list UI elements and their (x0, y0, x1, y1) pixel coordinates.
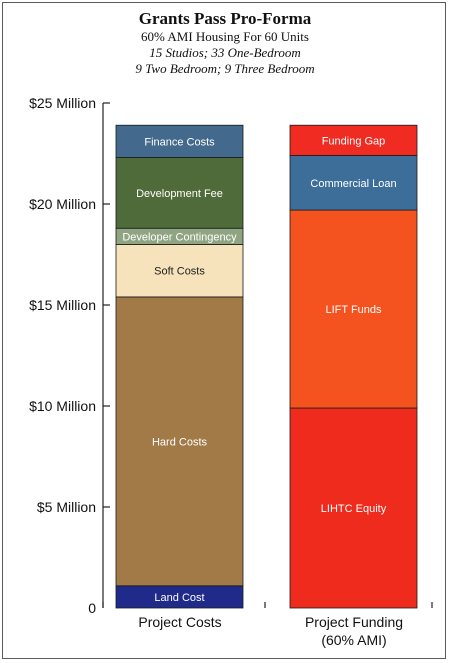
bar-segment-lihtc-equity (289, 407, 418, 609)
bar-segment-finance-costs (115, 124, 244, 158)
bar-segment-lift-funds (289, 209, 418, 409)
segment-label-funding-gap: Funding Gap (322, 135, 386, 147)
chart-subtitle-line-1: 15 Studios; 33 One-Bedroom (149, 45, 301, 60)
segment-label-development-fee: Development Fee (136, 188, 223, 200)
category-label: (60% AMI) (321, 632, 386, 648)
y-tick-label: $5 Million (37, 499, 96, 515)
category-label: Project Funding (305, 614, 403, 630)
segment-label-lift-funds: LIFT Funds (325, 304, 382, 316)
bar-segment-development-fee (115, 157, 244, 229)
y-tick-label: $20 Million (29, 196, 96, 212)
segment-label-soft-costs: Soft Costs (154, 266, 205, 278)
bar-segment-soft-costs (115, 243, 244, 298)
segment-label-lihtc-equity: LIHTC Equity (321, 503, 387, 515)
chart-subtitle-line-2: 9 Two Bedroom; 9 Three Bedroom (135, 61, 315, 76)
y-tick-label: $25 Million (29, 95, 96, 111)
chart-subtitle: 60% AMI Housing For 60 Units (141, 29, 309, 44)
segment-label-hard-costs: Hard Costs (152, 436, 208, 448)
y-tick-label: 0 (88, 600, 96, 616)
category-label: Project Costs (138, 614, 221, 630)
y-tick-label: $10 Million (29, 398, 96, 414)
bar-segment-hard-costs (115, 296, 244, 587)
chart-title: Grants Pass Pro-Forma (138, 9, 312, 28)
y-tick-label: $15 Million (29, 297, 96, 313)
segment-label-developer-contingency: Developer Contingency (122, 231, 237, 243)
bar-segment-funding-gap (289, 124, 418, 156)
chart-header: Grants Pass Pro-Forma 60% AMI Housing Fo… (0, 8, 450, 77)
segment-label-finance-costs: Finance Costs (144, 136, 215, 148)
segment-label-commercial-loan: Commercial Loan (310, 178, 396, 190)
segment-label-land-cost: Land Cost (154, 592, 204, 604)
